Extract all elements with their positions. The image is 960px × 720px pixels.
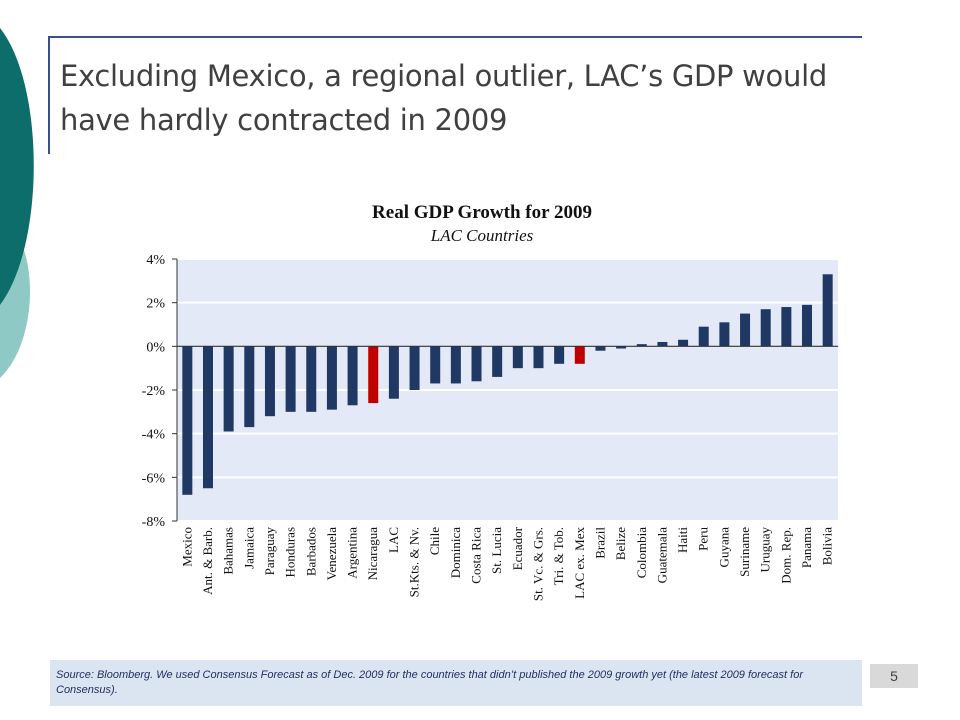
x-tick-label: Chile bbox=[427, 527, 442, 555]
bar bbox=[326, 346, 337, 410]
bar bbox=[822, 274, 833, 347]
chart-title: Real GDP Growth for 2009 bbox=[372, 202, 592, 223]
x-tick-label: Nicaragua bbox=[365, 527, 380, 581]
bar bbox=[781, 307, 792, 347]
bar bbox=[492, 346, 503, 377]
bar bbox=[760, 309, 771, 347]
x-tick-label: Paraguay bbox=[262, 527, 277, 576]
title-top-rule bbox=[48, 36, 862, 38]
x-tick-label: Mexico bbox=[179, 527, 194, 567]
x-tick-label: LAC ex. Mex bbox=[572, 527, 587, 599]
x-tick-label: Bahamas bbox=[221, 527, 236, 575]
x-tick-label: Brazil bbox=[592, 527, 607, 559]
chart-subtitle: LAC Countries bbox=[430, 226, 534, 245]
page-number: 5 bbox=[890, 668, 898, 684]
x-tick-label: Ecuador bbox=[510, 526, 525, 570]
y-tick-label: -6% bbox=[142, 471, 166, 486]
x-tick-label: Panama bbox=[799, 527, 814, 568]
source-note: Source: Bloomberg. We used Consensus For… bbox=[56, 669, 804, 696]
x-tick-label: St.Kts. & Nv. bbox=[407, 527, 422, 597]
x-tick-label: Uruguay bbox=[758, 527, 773, 573]
bar bbox=[698, 326, 709, 347]
x-tick-label: Venezuela bbox=[324, 527, 339, 581]
bar bbox=[595, 346, 606, 351]
x-tick-label: Honduras bbox=[283, 527, 298, 578]
bar bbox=[512, 346, 523, 369]
x-tick-label: Costa Rica bbox=[469, 527, 484, 584]
bar bbox=[533, 346, 544, 369]
bar bbox=[678, 339, 689, 347]
x-tick-label: St. Vc. & Grs. bbox=[530, 527, 545, 601]
bar bbox=[450, 346, 461, 384]
bar bbox=[368, 346, 379, 404]
x-tick-label: Haiti bbox=[675, 527, 690, 553]
x-tick-label: Colombia bbox=[634, 527, 649, 579]
x-tick-label: Barbados bbox=[303, 527, 318, 576]
bar bbox=[223, 346, 234, 432]
x-tick-label: Dom. Rep. bbox=[778, 527, 793, 584]
bar bbox=[306, 346, 317, 412]
bar bbox=[430, 346, 441, 384]
bar bbox=[554, 346, 565, 364]
bar bbox=[409, 346, 420, 390]
bar bbox=[471, 346, 482, 382]
bar bbox=[347, 346, 358, 406]
x-tick-label: Peru bbox=[696, 527, 711, 551]
x-tick-label: Bolivia bbox=[820, 527, 835, 566]
source-footer bbox=[50, 660, 862, 706]
y-tick-label: 4% bbox=[146, 253, 165, 268]
bar bbox=[264, 346, 275, 417]
x-tick-label: Ant. & Barb. bbox=[200, 527, 215, 595]
bar bbox=[202, 346, 213, 489]
bar bbox=[616, 346, 627, 349]
bar bbox=[244, 346, 255, 428]
x-tick-label: Argentina bbox=[345, 527, 360, 579]
x-tick-label: St. Lucia bbox=[489, 527, 504, 574]
x-tick-label: LAC bbox=[386, 527, 401, 553]
y-tick-label: -2% bbox=[142, 384, 166, 399]
x-tick-label: Dominica bbox=[448, 527, 463, 578]
y-tick-label: 0% bbox=[146, 340, 165, 355]
x-tick-label: Guatemala bbox=[654, 527, 669, 584]
x-tick-label: Jamaica bbox=[241, 527, 256, 569]
teal-accent-dark-shape bbox=[0, 28, 34, 305]
bar bbox=[802, 304, 813, 347]
bar bbox=[719, 322, 730, 347]
x-tick-label: Guyana bbox=[716, 527, 731, 568]
page-number-box bbox=[870, 664, 918, 688]
bar bbox=[388, 346, 399, 399]
y-tick-label: 2% bbox=[146, 297, 165, 312]
x-tick-label: Belize bbox=[613, 527, 628, 560]
bar bbox=[574, 346, 585, 364]
y-tick-label: -8% bbox=[142, 515, 166, 530]
title-left-rule bbox=[48, 36, 50, 154]
y-tick-label: -4% bbox=[142, 428, 166, 443]
gdp-bar-chart: Real GDP Growth for 2009 LAC Countries 4… bbox=[142, 202, 838, 601]
decorative-shapes bbox=[0, 28, 34, 378]
x-tick-label: Suriname bbox=[737, 527, 752, 577]
slide-title: Excluding Mexico, a regional outlier, LA… bbox=[60, 59, 827, 137]
x-tick-label: Tri. & Tob. bbox=[551, 527, 566, 585]
bar bbox=[285, 346, 296, 412]
bar bbox=[657, 341, 668, 347]
bar bbox=[740, 313, 751, 347]
bar bbox=[636, 344, 647, 347]
bar bbox=[182, 346, 193, 495]
